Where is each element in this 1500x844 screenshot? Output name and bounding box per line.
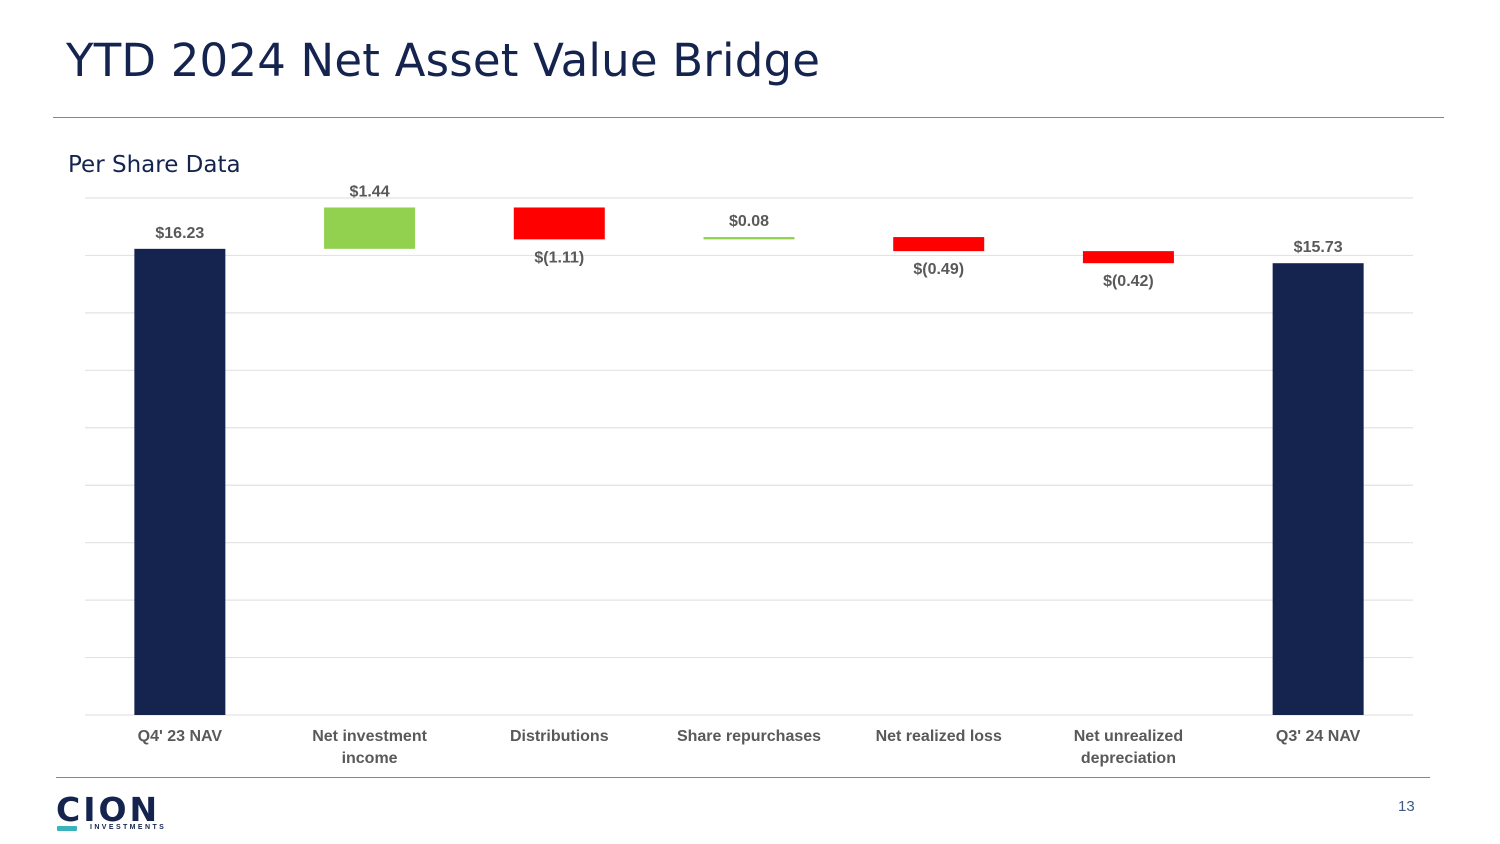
title-divider <box>53 117 1444 118</box>
bar-3 <box>703 237 795 240</box>
bar-2 <box>513 207 605 240</box>
category-label: Q3' 24 NAV <box>1276 728 1361 745</box>
category-label: Distributions <box>510 728 609 745</box>
category-label: Net realized loss <box>876 728 1002 745</box>
category-label: Q4' 23 NAV <box>138 728 223 745</box>
page-number: 13 <box>1398 798 1415 815</box>
chart-subtitle: Per Share Data <box>68 152 241 178</box>
category-label: Net unrealized <box>1074 728 1183 745</box>
data-label: $(1.11) <box>534 249 584 266</box>
data-label: $1.44 <box>350 183 390 200</box>
logo-subtitle: INVESTMENTS <box>90 824 167 831</box>
category-label: Share repurchases <box>677 728 821 745</box>
data-label: $(0.42) <box>1103 273 1154 290</box>
data-label: $(0.49) <box>913 261 964 278</box>
data-label: $0.08 <box>729 213 769 230</box>
bar-1 <box>324 207 416 249</box>
bar-6 <box>1272 263 1364 715</box>
logo-wordmark: CION <box>56 790 161 829</box>
category-label: Net investment <box>312 728 427 745</box>
page-title: YTD 2024 Net Asset Value Bridge <box>66 34 821 87</box>
bar-0 <box>134 248 226 716</box>
footer-divider <box>56 777 1430 778</box>
data-label: $16.23 <box>155 225 204 242</box>
company-logo: CION INVESTMENTS <box>56 790 167 836</box>
category-label: income <box>342 750 398 767</box>
category-label: depreciation <box>1081 750 1176 767</box>
data-label: $15.73 <box>1294 239 1343 256</box>
bar-4 <box>893 237 985 252</box>
bar-5 <box>1082 251 1174 264</box>
logo-accent-bar <box>57 826 77 831</box>
